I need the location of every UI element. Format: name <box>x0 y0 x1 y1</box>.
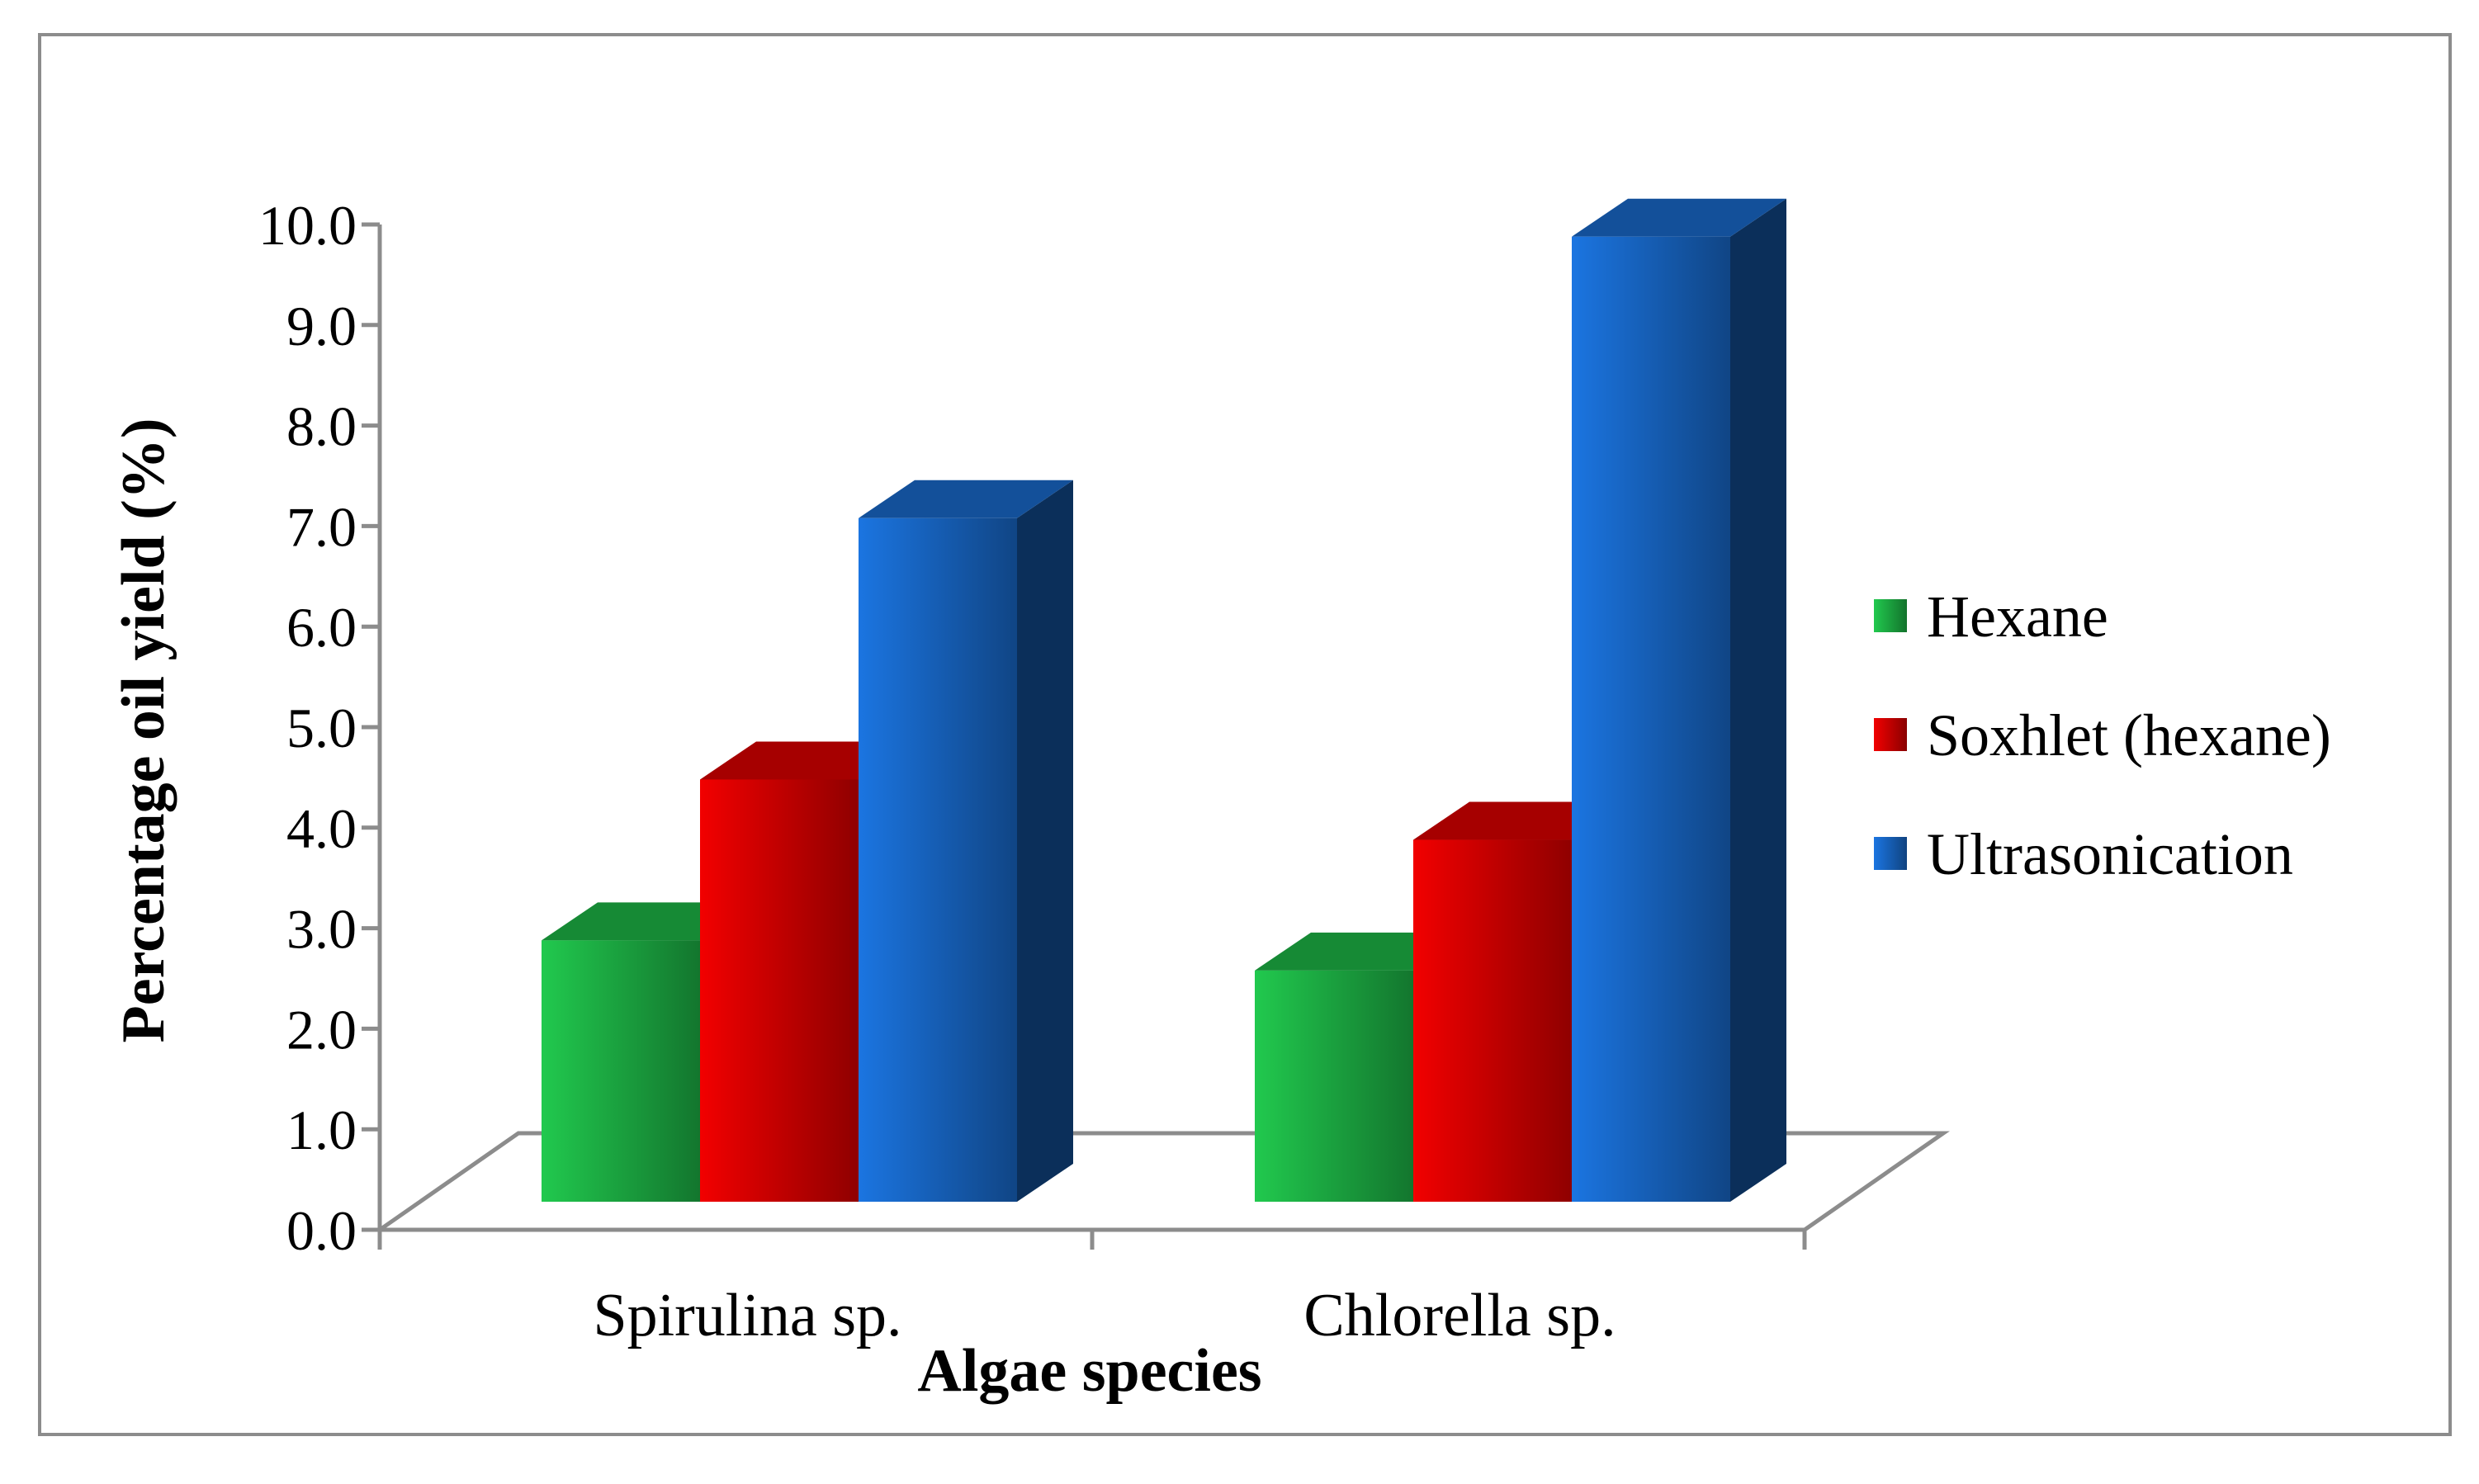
legend-swatch <box>1874 837 1907 870</box>
bar <box>1572 198 1786 1203</box>
y-tick-label: 5.0 <box>286 697 357 759</box>
y-tick-label: 2.0 <box>286 998 357 1061</box>
chart-floor <box>373 1131 1950 1232</box>
floor-outline <box>373 1131 1950 1232</box>
legend-swatch <box>1874 599 1907 632</box>
bar-front <box>542 940 700 1202</box>
x-tick-label: Chlorella sp. <box>1303 1282 1616 1349</box>
legend-label: Soxhlet (hexane) <box>1927 702 2331 768</box>
bar-side <box>1730 198 1786 1203</box>
legend-item: Ultrasonication <box>1874 821 2293 887</box>
bar-front <box>700 779 859 1202</box>
legend-label: Ultrasonication <box>1927 821 2293 887</box>
bar-side <box>1017 480 1073 1202</box>
legend-item: Hexane <box>1874 584 2108 650</box>
y-tick-label: 7.0 <box>286 495 357 558</box>
y-tick-label: 0.0 <box>286 1199 357 1262</box>
y-axis-title: Percentage oil yield (%) <box>110 418 177 1043</box>
legend-label: Hexane <box>1927 584 2108 650</box>
legend: Hexane Soxhlet (hexane) Ultrasonication <box>1874 584 2331 887</box>
y-tick-label: 9.0 <box>286 295 357 357</box>
bar-front <box>1413 839 1572 1202</box>
bar-front <box>1255 970 1413 1202</box>
y-tick-label: 10.0 <box>258 194 357 257</box>
x-axis-labels: Spirulina sp. Chlorella sp. <box>593 1282 1616 1349</box>
y-tick-label: 6.0 <box>286 596 357 659</box>
legend-item: Soxhlet (hexane) <box>1874 702 2331 768</box>
legend-swatch <box>1874 718 1907 751</box>
bar-front <box>1572 236 1730 1203</box>
bars <box>542 198 1786 1203</box>
bar-top <box>1572 198 1786 237</box>
y-tick-label: 8.0 <box>286 395 357 458</box>
bar <box>859 480 1073 1202</box>
y-tick-label: 3.0 <box>286 898 357 961</box>
y-axis: 0.0 1.0 2.0 3.0 4.0 5.0 6.0 7.0 8.0 9.0 10.0 <box>258 194 1807 1262</box>
y-tick-label: 1.0 <box>286 1099 357 1161</box>
bar-top <box>859 480 1073 518</box>
x-axis-title: Algae species <box>917 1337 1261 1405</box>
y-tick-label: 4.0 <box>286 797 357 860</box>
bar-front <box>859 518 1017 1202</box>
chart-frame <box>38 33 2452 1436</box>
x-tick-label: Spirulina sp. <box>593 1282 901 1349</box>
